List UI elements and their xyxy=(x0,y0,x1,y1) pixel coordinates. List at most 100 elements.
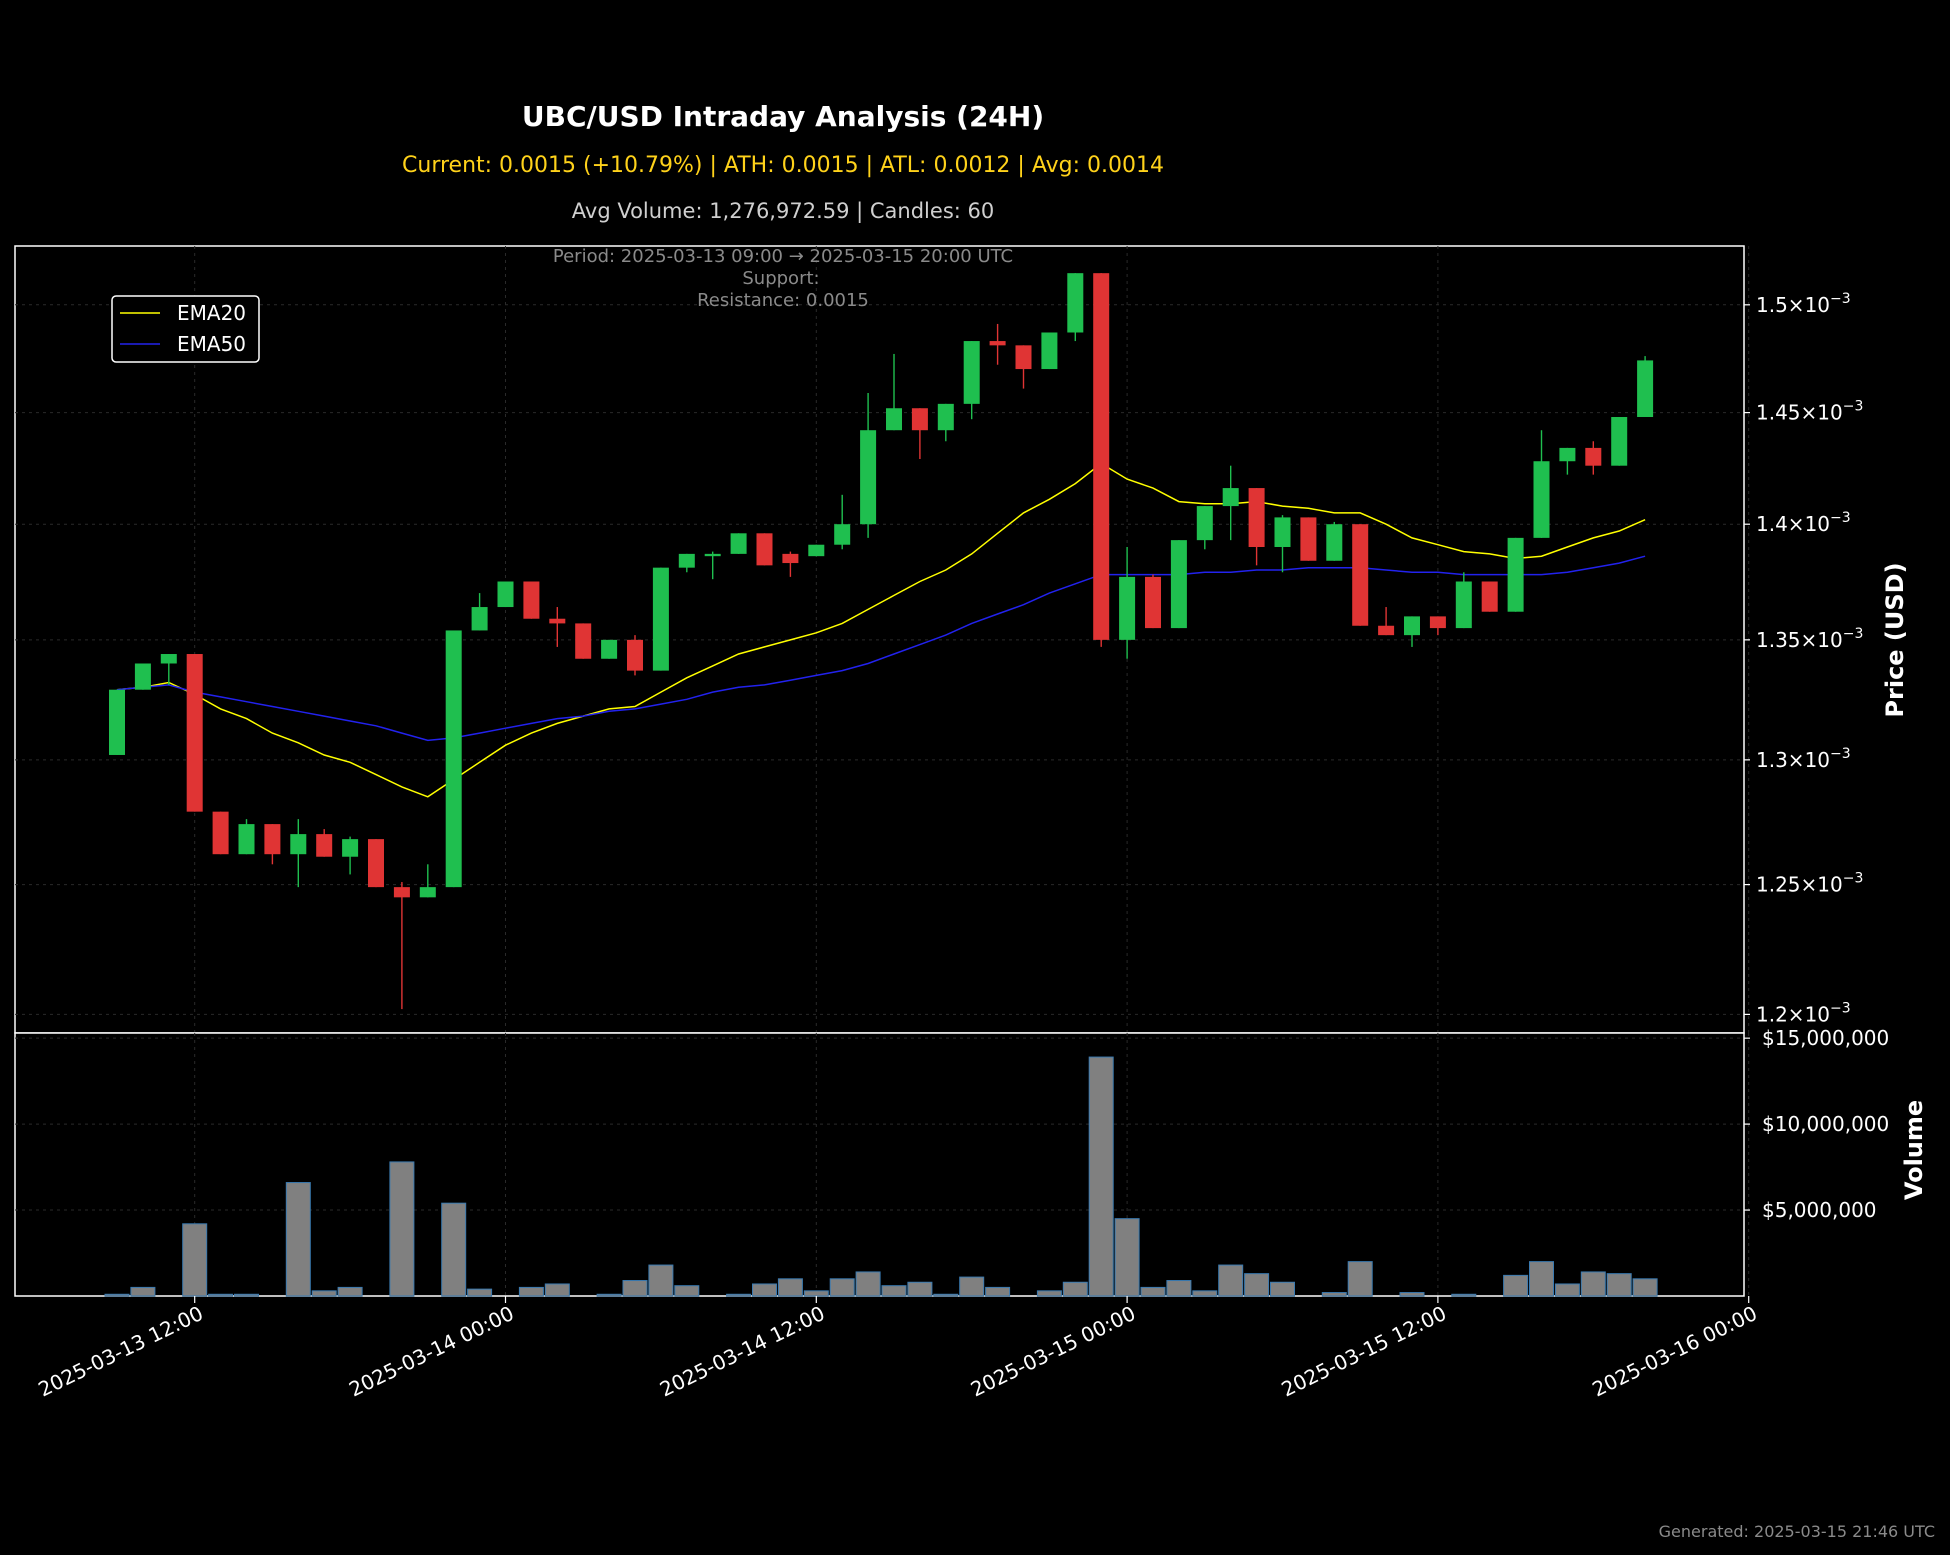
candle-body xyxy=(730,533,747,554)
candle-body xyxy=(212,811,229,855)
volume-bar xyxy=(1347,1261,1373,1297)
volume-bar xyxy=(1451,1293,1477,1297)
volume-bar xyxy=(1632,1278,1658,1297)
price-tick-label: 1.2×10−3 xyxy=(1756,1000,1851,1026)
candle xyxy=(497,581,514,608)
candle-body xyxy=(316,834,333,857)
volume-tick-label: $5,000,000 xyxy=(1762,1198,1877,1222)
candle xyxy=(1093,273,1110,647)
volume-bar xyxy=(648,1264,674,1297)
candle xyxy=(393,882,410,1010)
volume-bar xyxy=(881,1285,907,1297)
candle xyxy=(1481,581,1498,612)
candle xyxy=(1585,441,1602,475)
candle xyxy=(808,544,825,557)
candle xyxy=(1274,515,1291,573)
candle-body xyxy=(109,689,125,755)
volume-bar xyxy=(596,1293,622,1297)
candle xyxy=(419,864,436,898)
candle-body xyxy=(1326,524,1343,561)
volume-bar xyxy=(1218,1264,1244,1297)
candle-body xyxy=(886,408,902,431)
period-annotation: Period: 2025-03-13 09:00 → 2025-03-15 20… xyxy=(553,246,1013,267)
legend-ema50-label: EMA50 xyxy=(177,332,246,356)
candle xyxy=(1145,574,1161,629)
candle xyxy=(290,819,307,888)
candle-body xyxy=(1585,447,1602,466)
candle xyxy=(1248,488,1265,566)
volume-axis-label: Volume xyxy=(1900,1100,1928,1200)
time-tick-label: 2025-03-15 00:00 xyxy=(967,1301,1140,1402)
candle xyxy=(1326,521,1343,561)
candle-body xyxy=(756,533,773,566)
candle xyxy=(264,824,281,865)
volume-bar xyxy=(985,1286,1011,1297)
candle-body xyxy=(1300,517,1317,561)
candle-body xyxy=(1429,616,1446,629)
candle-body xyxy=(523,581,540,619)
support-annotation: Support: xyxy=(742,268,819,289)
generated-footer: Generated: 2025-03-15 21:46 UTC xyxy=(1659,1522,1935,1541)
time-tick-label: 2025-03-13 12:00 xyxy=(34,1301,207,1402)
candle-body xyxy=(1404,616,1420,636)
volume-bar xyxy=(1036,1290,1062,1297)
volume-bars xyxy=(104,1056,1658,1297)
candle-body xyxy=(678,553,695,568)
candle xyxy=(134,663,151,690)
candle-body xyxy=(419,887,436,898)
candle xyxy=(911,408,928,460)
candle xyxy=(1611,417,1628,466)
candle-body xyxy=(238,824,255,855)
legend: EMA20 EMA50 xyxy=(111,295,260,363)
chart-subtitle-stats: Current: 0.0015 (+10.79%) | ATH: 0.0015 … xyxy=(402,153,1164,178)
candle xyxy=(1378,607,1395,636)
time-tick-label: 2025-03-14 00:00 xyxy=(345,1301,518,1402)
volume-bar xyxy=(1503,1274,1529,1297)
time-tick-label: 2025-03-14 12:00 xyxy=(656,1301,829,1402)
volume-bar xyxy=(1270,1281,1295,1297)
price-tick-label: 1.5×10−3 xyxy=(1756,291,1851,317)
candle-body xyxy=(860,430,877,525)
candle xyxy=(523,581,540,619)
candle xyxy=(1404,616,1420,647)
price-panel: 1.2×10−3 1.25×10−3 1.3×10−3 1.35×10−3 1.4×10… xyxy=(14,245,1909,1034)
ema50-line xyxy=(116,555,1646,742)
volume-bar xyxy=(337,1286,363,1297)
volume-bar xyxy=(959,1276,985,1297)
volume-bar xyxy=(1606,1273,1632,1297)
candle-body xyxy=(445,630,462,888)
candle xyxy=(1429,616,1446,636)
candle-body xyxy=(1015,345,1032,370)
volume-bar xyxy=(518,1286,544,1297)
volume-bar xyxy=(622,1280,648,1297)
candle-body xyxy=(1507,537,1524,612)
price-tick-label: 1.4×10−3 xyxy=(1756,510,1851,536)
volume-bar xyxy=(726,1293,752,1297)
volume-bar xyxy=(1114,1218,1140,1297)
volume-bar xyxy=(777,1278,803,1297)
candle xyxy=(652,567,669,671)
volume-bar xyxy=(311,1290,337,1297)
candle xyxy=(886,353,902,431)
volume-bar xyxy=(674,1285,700,1297)
candle-body xyxy=(989,341,1006,346)
candle xyxy=(834,494,851,550)
candle xyxy=(1507,537,1524,612)
candle xyxy=(238,819,255,855)
candle xyxy=(1170,540,1187,629)
candle-body xyxy=(1119,576,1136,640)
volume-bar xyxy=(1244,1273,1270,1297)
volume-bar xyxy=(208,1293,234,1297)
candle xyxy=(937,403,954,442)
candle-body xyxy=(497,581,514,608)
candle-body xyxy=(1378,625,1395,636)
candle-body xyxy=(963,341,980,404)
candle-body xyxy=(937,403,954,431)
candle xyxy=(342,836,359,875)
time-axis-ticks: 2025-03-13 12:00 2025-03-14 00:00 2025-03-… xyxy=(34,1296,1761,1402)
chart-subtitle-volume: Avg Volume: 1,276,972.59 | Candles: 60 xyxy=(572,199,994,224)
candle xyxy=(445,630,462,888)
candle xyxy=(109,689,125,755)
candle-body xyxy=(704,553,721,557)
